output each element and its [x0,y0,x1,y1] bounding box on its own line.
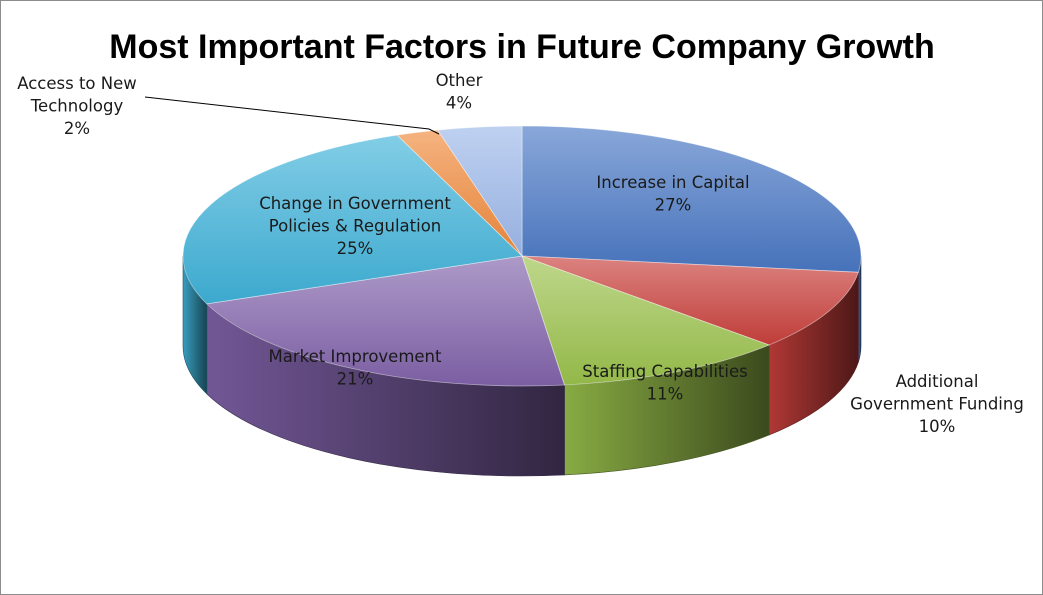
slice-percent-staffing: 11% [647,385,684,404]
slice-name-policy: Change in Government [259,194,451,213]
pie-slice-other [436,125,523,258]
pie-slice-market [205,255,566,387]
slice-percent-technology: 2% [64,119,90,138]
slice-percent-capital: 27% [655,196,692,215]
slice-name-staffing: Staffing Capabilities [582,362,747,381]
pie-slice-funding [521,255,859,346]
slice-label-technology: Access to New Technology 2% [17,74,137,138]
pie-slice-sides [182,255,862,477]
slice-label-policy: Change in Government Policies & Regulatio… [259,194,451,258]
slice-labels: Increase in Capital 27% Additional Governme… [17,71,1024,436]
leader-lines [144,96,440,135]
slice-name-technology: Access to New [17,74,137,93]
slice-percent-policy: 25% [337,239,374,258]
slice-name-capital: Increase in Capital [596,173,749,192]
slice-percent-market: 21% [337,370,374,389]
slice-label-capital: Increase in Capital 27% [596,173,749,215]
slice-label-other: Other 4% [436,71,483,113]
slice-name-funding: Government Funding [850,395,1024,414]
slice-name-market: Market Improvement [269,347,442,366]
leader-line-technology [144,96,440,135]
slice-name-other: Other [436,71,483,90]
pie-slice-staffing [521,255,771,386]
slice-name-funding: Additional [896,372,979,391]
pie-slice-tops [182,125,862,387]
slice-name-policy: Policies & Regulation [269,217,442,236]
pie-slice-capital [521,125,862,273]
chart-title: Most Important Factors in Future Company… [109,28,934,66]
slice-label-market: Market Improvement 21% [269,347,442,389]
slice-percent-funding: 10% [919,417,956,436]
slice-name-technology: Technology [30,97,124,116]
pie-slice-policy [182,134,523,305]
slice-percent-other: 4% [446,94,472,113]
slice-label-funding: Additional Government Funding 10% [850,372,1024,436]
slice-label-staffing: Staffing Capabilities 11% [582,362,747,404]
